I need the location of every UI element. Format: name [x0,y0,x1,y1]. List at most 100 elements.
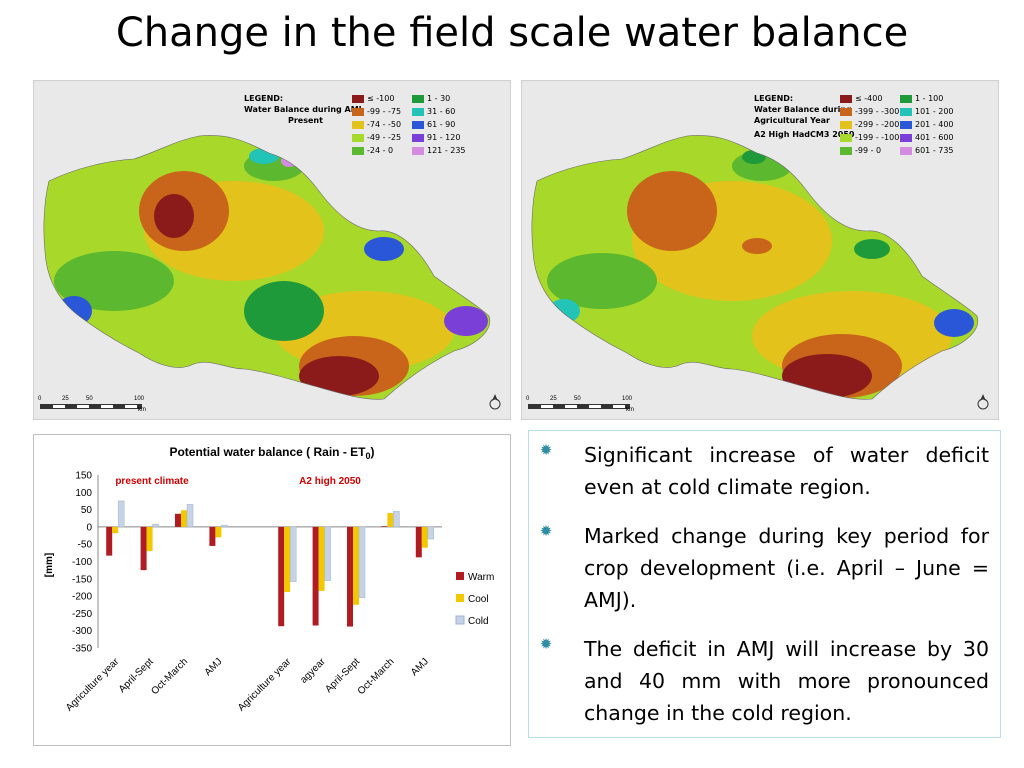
legend-label: 401 - 600 [915,133,954,142]
legend-swatch [840,120,852,129]
map-legend-title: LEGEND: Water Balance during AMJ Present [244,93,362,126]
legend-item: 91 - 120 [412,132,460,143]
legend-label: 1 - 30 [427,94,451,103]
legend-swatch [412,120,424,129]
scale-label: 25 [550,396,557,402]
legend-item: 601 - 735 [900,145,954,156]
gear-bullet-icon: ✹ [539,636,553,653]
legend-item: ≤ -400 [840,93,882,104]
scale-bar: 0 25 50 100 km [526,396,648,415]
legend-title-line: Agricultural Year [754,116,831,125]
legend-label: -99 - -75 [367,107,402,116]
legend-swatch [900,146,912,155]
bar-cold [324,526,331,581]
bar-cold [289,526,297,582]
slide-title: Change in the field scale water balance [115,10,909,56]
legend-swatch [900,107,912,116]
legend-item: 401 - 600 [900,132,954,143]
legend-item: -24 - 0 [352,145,393,156]
legend-item: 31 - 60 [412,106,455,117]
north-arrow-icon [488,393,502,411]
bar-warm [381,526,388,527]
legend-swatch [840,133,852,142]
bar-warm [347,526,353,627]
bullet-list: ✹ Significant increase of water deficit … [528,430,1001,738]
bullet-text: Significant increase of water deficit ev… [584,443,989,499]
legend-label: 61 - 90 [427,120,456,129]
y-tick-label: -350 [72,644,92,655]
legend-title-line: A2 High HadCM3 2050 [754,130,855,139]
y-tick-label: -250 [72,609,92,620]
bar-cold [427,526,435,540]
legend-label: -199 - -100 [855,133,900,142]
legend-item: 201 - 400 [900,119,954,130]
legend-label: -49 - -25 [367,133,402,142]
scale-label: 0 [38,396,42,402]
legend-swatch [900,133,912,142]
legend-label: 201 - 400 [915,120,954,129]
legend-label: -24 - 0 [367,146,394,155]
bar-cool [284,526,291,592]
legend-label: 101 - 200 [915,107,954,116]
bar-warm [209,526,216,546]
bar-cool [215,526,222,538]
bar-cold [358,526,366,599]
legend-swatch [352,94,364,103]
legend-label: ≤ -400 [855,94,883,103]
map-present-amj: LEGEND: Water Balance during AMJ Present… [33,80,511,420]
bar-cold [393,511,400,528]
x-tick-label: Oct-March [356,656,397,697]
legend-label: 1 - 100 [915,94,944,103]
bar-warm [278,526,285,627]
bar-cold [152,523,159,528]
bar-cool [421,526,428,548]
chart-svg: Potential water balance ( Rain - ET0) [m… [44,445,494,714]
legend-item: -299 - -200 [840,119,899,130]
legend-label: -99 - 0 [855,146,882,155]
bar-cool [112,526,119,534]
x-tick-label: AMJ [409,656,431,678]
legend-label: -399 - -300 [855,107,900,116]
scale-label: 50 [86,396,93,402]
y-tick-label: -100 [72,557,92,568]
legend-item: 101 - 200 [900,106,954,117]
bar-cool [353,526,359,605]
bar-cool [146,526,153,552]
y-tick-label: 50 [81,505,93,516]
scale-unit: km [138,407,146,413]
legend-swatch [412,133,424,142]
bar-warm [140,526,147,571]
legend-swatch [455,615,465,625]
bar-cool [318,526,325,591]
y-tick-label: 0 [86,522,92,533]
bullet-text: The deficit in AMJ will increase by 30 a… [584,637,989,725]
bar-cool [181,510,187,527]
bar-cool [387,513,394,527]
legend-item: -199 - -100 [840,132,899,143]
map-legend-title: LEGEND: Water Balance during Agricultura… [754,93,854,140]
legend-item: ≤ -100 [352,93,394,104]
chart-title: Potential water balance ( Rain - ET0) [169,445,374,461]
legend-label: Cool [468,594,489,605]
legend-label: 91 - 120 [427,133,461,142]
bar-warm [106,526,113,556]
legend-item: -99 - 0 [840,145,881,156]
map-a2-2050-agyear: LEGEND: Water Balance during Agricultura… [521,80,999,420]
scale-label: 100 [622,396,633,402]
y-tick-label: -150 [72,574,92,585]
legend-label: 31 - 60 [427,107,456,116]
x-tick-label: Oct-March [149,656,190,697]
scale-label: 50 [574,396,581,402]
y-tick-label: -300 [72,626,92,637]
legend-title-line: Water Balance during [754,105,852,114]
bar-cold [186,504,194,528]
legend-swatch [352,120,364,129]
north-arrow-icon [976,393,990,411]
legend-title-line: Water Balance during AMJ [244,105,362,114]
scale-label: 25 [62,396,69,402]
scale-label: 0 [526,396,530,402]
legend-swatch [456,594,464,602]
bar-warm [415,526,422,558]
scale-label: 100 [134,396,145,402]
legend-label: -74 - -50 [367,120,402,129]
